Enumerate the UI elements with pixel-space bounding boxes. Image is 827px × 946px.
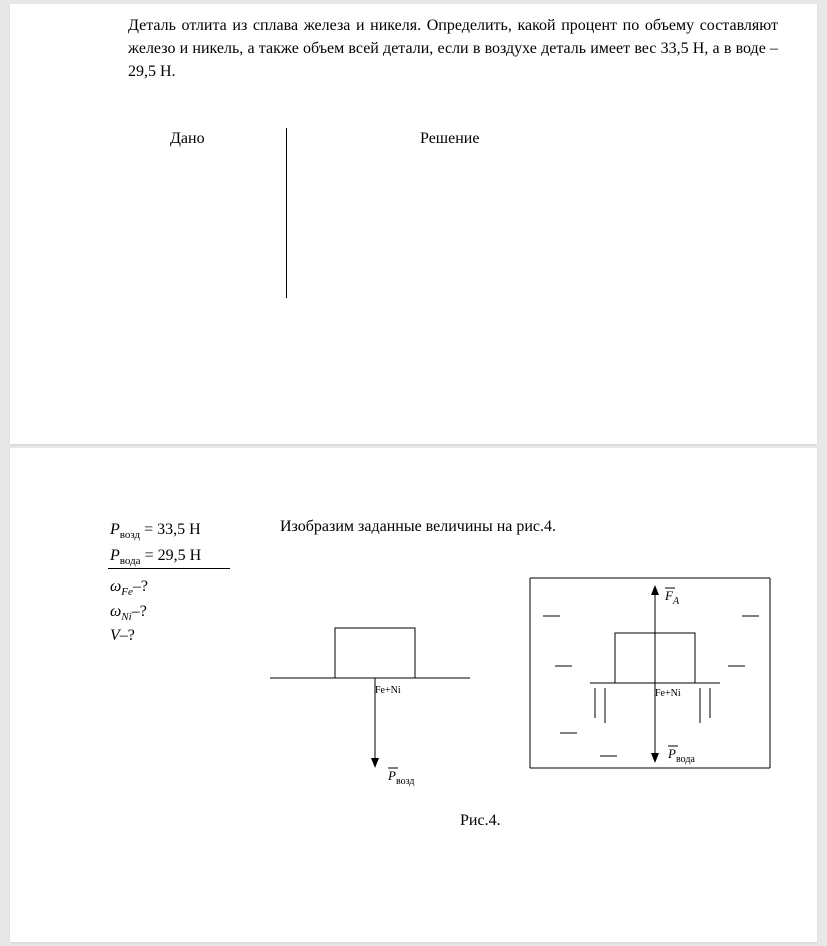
solution-intro: Изобразим заданные величины на рис.4. bbox=[280, 518, 556, 536]
p-water-sym: P bbox=[110, 547, 120, 564]
unknown-omega-ni: ωNi–? bbox=[110, 601, 148, 626]
problem-text: Деталь отлита из сплава железа и никеля.… bbox=[128, 14, 778, 84]
p-water-fig-sub: вода bbox=[676, 754, 695, 765]
v-sym: V bbox=[110, 627, 120, 644]
page-2: Pвозд = 33,5 Н Pвода = 29,5 Н ωFe–? ωNi–… bbox=[10, 448, 817, 942]
p-water-val: = 29,5 Н bbox=[141, 547, 202, 564]
q2: –? bbox=[132, 603, 147, 620]
p-air-fig-sub: возд bbox=[396, 776, 415, 787]
p-water-fig: P bbox=[667, 746, 676, 761]
unknowns-block: ωFe–? ωNi–? V–? bbox=[110, 576, 148, 648]
figure-4: Fe+Ni P возд bbox=[260, 568, 780, 808]
box-label-right: Fe+Ni bbox=[655, 688, 681, 699]
omega-ni-sub: Ni bbox=[121, 611, 131, 623]
p-air-val: = 33,5 Н bbox=[140, 521, 201, 538]
given-block: Pвозд = 33,5 Н Pвода = 29,5 Н bbox=[110, 518, 201, 569]
dano-label: Дано bbox=[170, 130, 205, 148]
given-p-air: Pвозд = 33,5 Н bbox=[110, 518, 201, 544]
page-1: Деталь отлита из сплава железа и никеля.… bbox=[10, 4, 817, 444]
q1: –? bbox=[133, 578, 148, 595]
figure-svg: Fe+Ni P возд bbox=[260, 568, 780, 808]
fa-fig-sub: A bbox=[672, 596, 680, 607]
unknown-v: V–? bbox=[110, 625, 148, 647]
p-air-sym: P bbox=[110, 521, 120, 538]
given-p-water: Pвода = 29,5 Н bbox=[110, 544, 201, 570]
omega-fe-sub: Fe bbox=[121, 586, 133, 598]
p-air-sub: возд bbox=[120, 529, 140, 541]
p-air-fig: P bbox=[387, 768, 396, 783]
figure-caption: Рис.4. bbox=[460, 812, 501, 830]
reshenie-label: Решение bbox=[420, 130, 479, 148]
box-label-left: Fe+Ni bbox=[375, 685, 401, 696]
omega-ni: ω bbox=[110, 603, 121, 620]
q3: –? bbox=[120, 627, 135, 644]
unknown-omega-fe: ωFe–? bbox=[110, 576, 148, 601]
divider-vertical bbox=[286, 128, 287, 298]
given-divider bbox=[108, 568, 230, 569]
p-water-sub: вода bbox=[120, 555, 141, 567]
omega-fe: ω bbox=[110, 578, 121, 595]
